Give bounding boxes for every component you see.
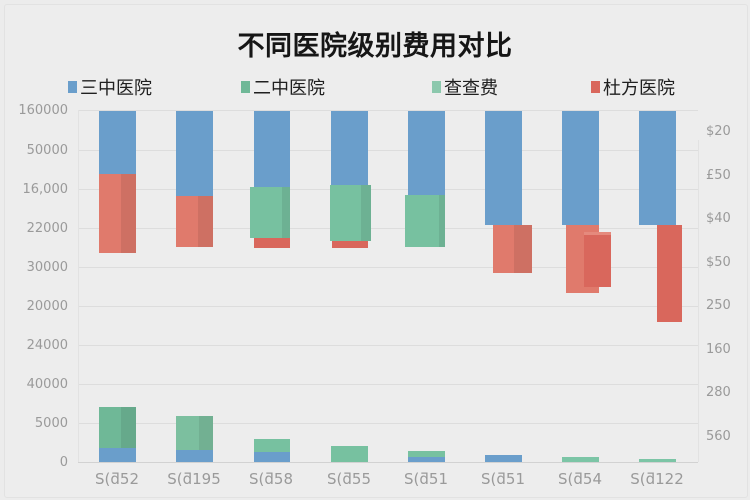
y-tick-right: 280 [706,385,731,400]
bar-green[interactable] [330,185,371,241]
bar-red[interactable] [332,241,368,248]
gridline [78,384,698,385]
y-tick: 40000 [26,377,68,392]
legend-item-sanzhong[interactable]: 三中医院 [68,74,152,100]
bar-red[interactable] [657,225,682,322]
y-tick-right: $40 [706,211,731,226]
bar-blue[interactable] [176,450,213,462]
bar-blue[interactable] [176,111,213,196]
bar-blue[interactable] [254,111,290,187]
y-tick: 0 [59,455,68,470]
x-tick: S(ƌ195 [167,470,221,488]
bar-blue[interactable] [254,452,290,462]
y-tick: 160000 [18,103,68,118]
bar-green[interactable] [99,407,136,448]
bar-green[interactable] [331,446,368,462]
bar-green[interactable] [254,439,290,452]
bar-red[interactable] [99,174,136,253]
legend-swatch-red-icon [591,81,600,93]
x-tick: S(ƌ54 [558,470,602,488]
y-tick: 30000 [26,260,68,275]
bar-green[interactable] [250,187,290,238]
y-tick: 16,000 [22,182,69,197]
chart-title: 不同医院级别费用对比 [237,31,513,62]
x-tick: S(ƌ51 [481,470,525,488]
bar-green[interactable] [176,416,213,450]
bar-blue[interactable] [408,457,445,462]
bar-blue[interactable] [99,448,136,462]
bar-blue[interactable] [99,111,136,174]
y-tick: 50000 [26,143,68,158]
bar-blue[interactable] [331,111,368,185]
y-tick-right: $20 [706,124,731,139]
legend-item-dufang[interactable]: 杜方医院 [591,74,675,100]
x-tick: S(ƌ58 [249,470,293,488]
gridline [78,110,698,111]
y-tick-right: 250 [706,298,731,313]
legend-swatch-blue-icon [68,81,77,93]
bar-red[interactable] [176,196,213,247]
y-tick: 22000 [26,221,68,236]
bar-green[interactable] [639,459,676,462]
legend-item-chachafei[interactable]: 查查费 [432,74,498,100]
bar-blue[interactable] [408,111,445,195]
legend-label: 查查费 [444,78,498,99]
legend-item-erzhong[interactable]: 二中医院 [241,74,325,100]
gridline [78,150,698,151]
y-tick: 5000 [34,416,68,431]
y-tick-right: $50 [706,255,731,270]
x-tick: S(ƌ52 [95,470,139,488]
bar-blue[interactable] [485,111,522,225]
y-axis-right-line [698,140,699,462]
gridline [78,267,698,268]
gridline [78,423,698,424]
legend-swatch-green-icon [241,81,250,93]
y-tick-right: 560 [706,429,731,444]
bar-blue[interactable] [485,455,522,462]
y-tick-right: £50 [706,168,731,183]
bar-blue[interactable] [562,111,599,225]
y-axis-left-line [78,110,79,462]
bar-green[interactable] [408,451,445,457]
gridline [78,228,698,229]
y-tick: 20000 [26,299,68,314]
bar-green[interactable] [405,195,445,247]
y-tick: 24000 [26,338,68,353]
x-axis-line [78,462,698,463]
legend-label: 三中医院 [80,78,152,99]
x-tick: S(ƌ51 [404,470,448,488]
x-tick: S(ƌ122 [630,470,684,488]
bar-red-offset[interactable] [584,232,611,287]
gridline [78,189,698,190]
bar-blue[interactable] [639,111,676,225]
legend-label: 二中医院 [253,78,325,99]
bar-red[interactable] [493,225,532,273]
gridline [78,345,698,346]
bar-green[interactable] [562,457,599,462]
gridline [78,306,698,307]
bar-red[interactable] [254,238,290,248]
legend-swatch-teal-icon [432,81,441,93]
legend-label: 杜方医院 [603,78,675,99]
y-tick-right: 160 [706,342,731,357]
x-tick: S(ƌ55 [327,470,371,488]
